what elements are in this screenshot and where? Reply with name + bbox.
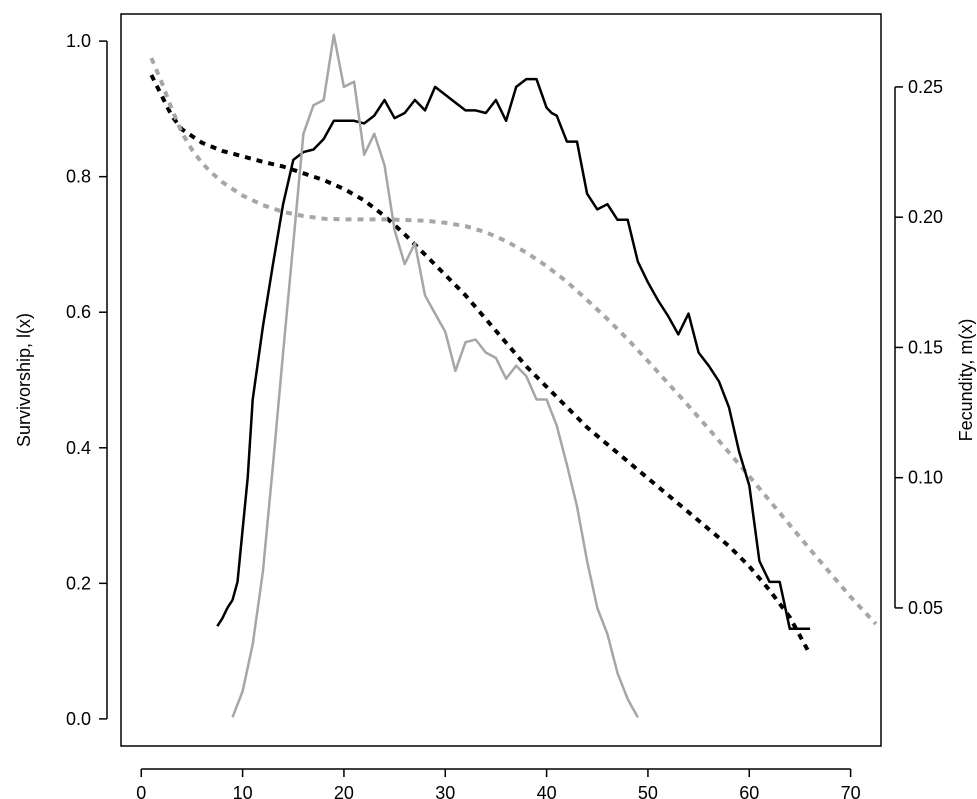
y-right-tick-label: 0.05 (908, 598, 943, 618)
x-tick-label: 10 (233, 783, 253, 799)
y-left-axis-title: Survivorship, l(x) (14, 313, 34, 447)
x-axis: 0 10 20 30 40 50 60 70 (136, 768, 861, 799)
y-left-axis: 0.0 0.2 0.4 0.6 0.8 1.0 (66, 31, 108, 729)
y-left-tick-label: 0.6 (66, 302, 91, 322)
y-left-tick-label: 0.4 (66, 438, 91, 458)
x-tick-label: 50 (638, 783, 658, 799)
y-left-tick-label: 0.2 (66, 573, 91, 593)
x-tick-label: 30 (435, 783, 455, 799)
x-tick-label: 20 (334, 783, 354, 799)
y-right-axis-title: Fecundity, m(x) (956, 319, 976, 442)
y-right-tick-label: 0.15 (908, 337, 943, 357)
x-tick-label: 60 (739, 783, 759, 799)
y-right-tick-label: 0.20 (908, 207, 943, 227)
y-left-tick-label: 0.8 (66, 167, 91, 187)
y-left-tick-label: 1.0 (66, 31, 91, 51)
x-tick-label: 40 (537, 783, 557, 799)
series-line-4-right-solid (231, 33, 639, 718)
series-layer (149, 33, 878, 718)
plot-frame (120, 13, 882, 747)
y-right-tick-label: 0.25 (908, 77, 943, 97)
y-right-axis: 0.05 0.10 0.15 0.20 0.25 (894, 77, 943, 618)
x-tick-label: 0 (136, 783, 146, 799)
series-line-2-left-dashed (149, 57, 878, 626)
series-line-3-right-solid (216, 77, 811, 631)
series-line-1-left-dashed (149, 74, 812, 656)
y-right-tick-label: 0.10 (908, 468, 943, 488)
x-tick-label: 70 (841, 783, 861, 799)
y-left-tick-label: 0.0 (66, 709, 91, 729)
